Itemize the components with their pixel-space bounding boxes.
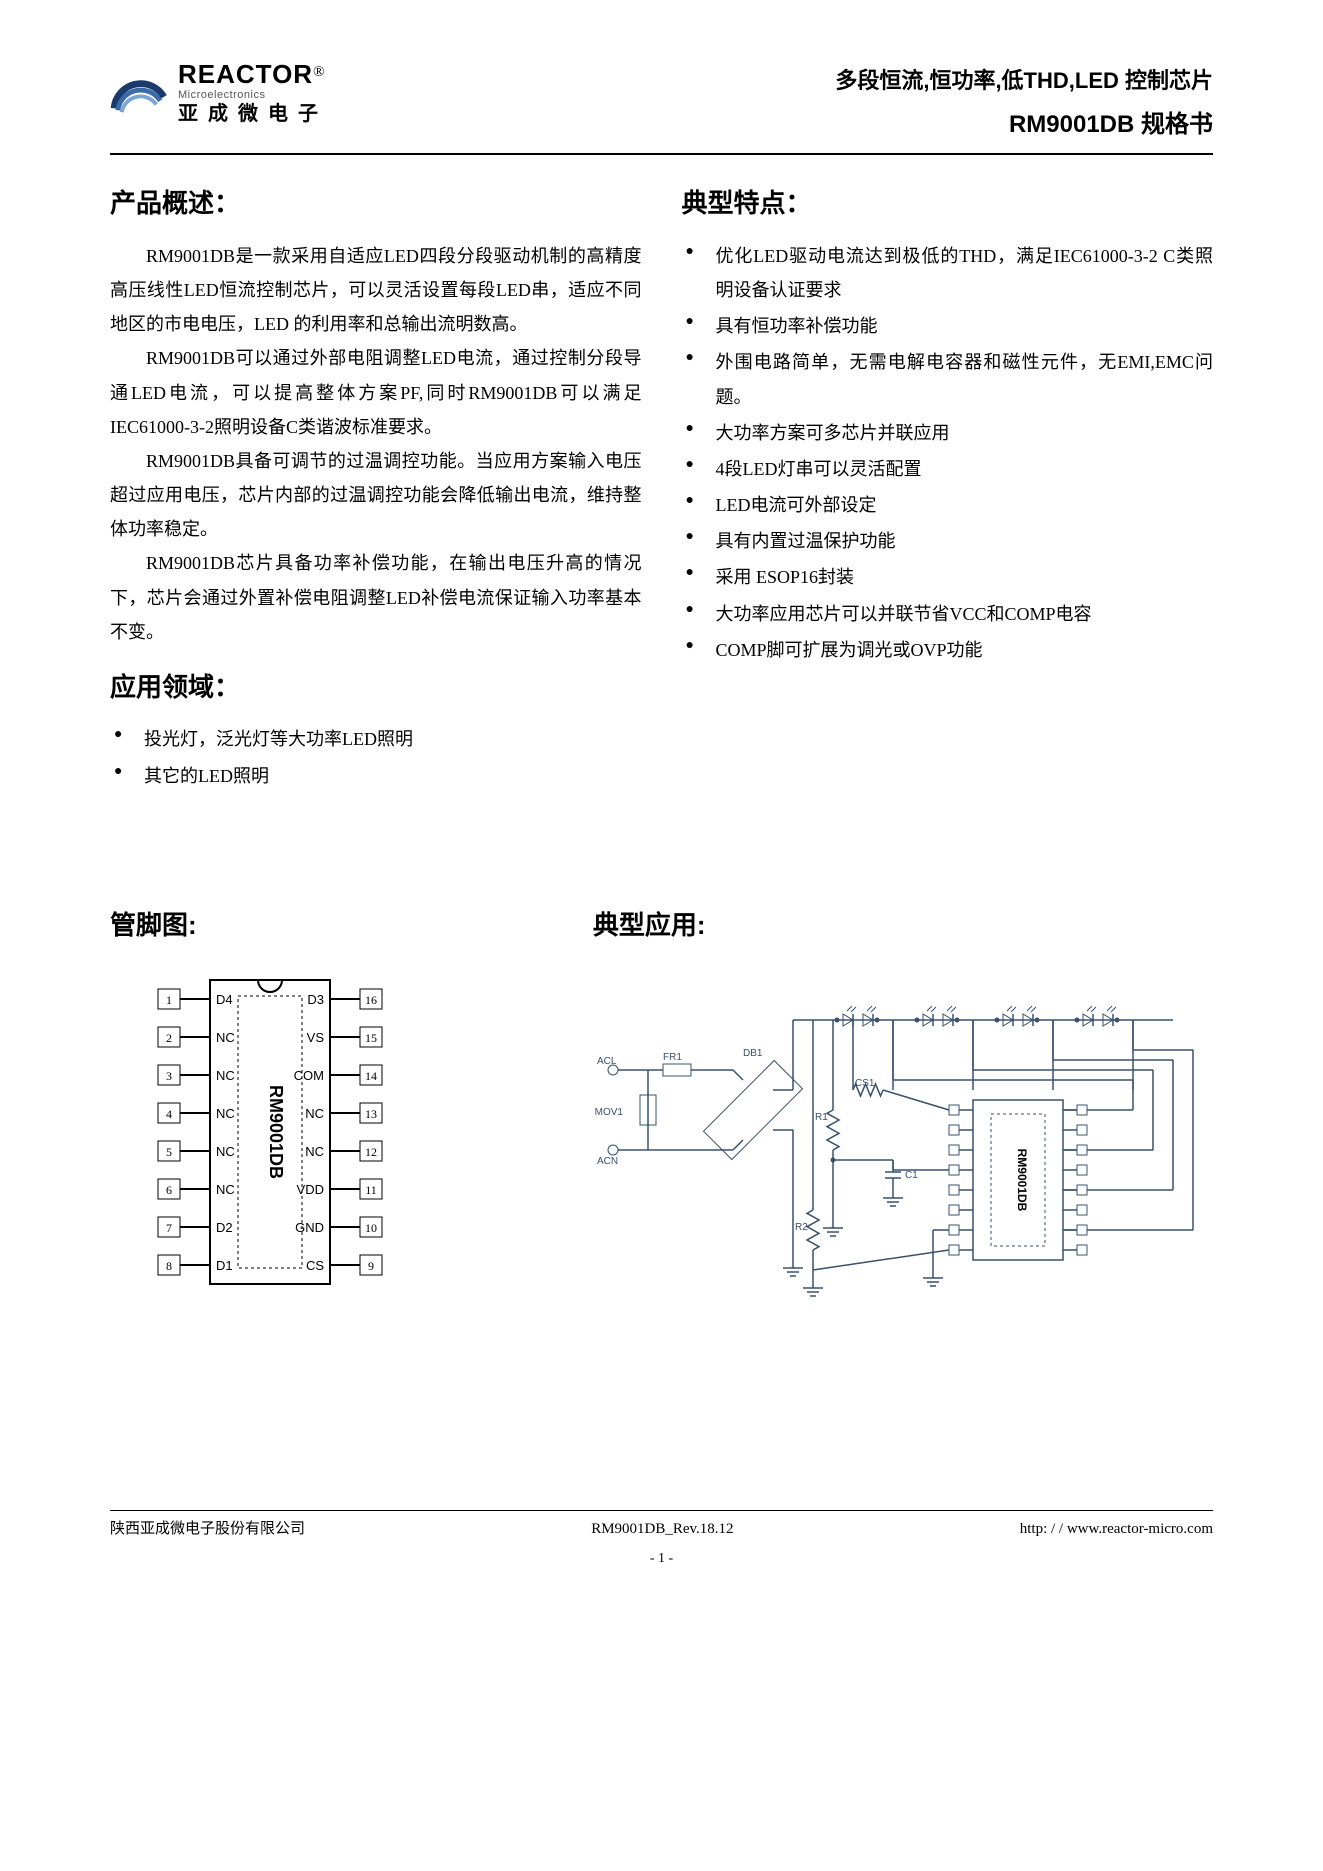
svg-text:12: 12 <box>365 1145 377 1159</box>
svg-text:16: 16 <box>365 993 377 1007</box>
brand-english: REACTOR <box>178 59 313 89</box>
svg-text:9: 9 <box>368 1259 374 1273</box>
brand-subtitle: Microelectronics <box>178 89 328 101</box>
svg-text:NC: NC <box>305 1144 324 1159</box>
svg-text:D4: D4 <box>216 992 233 1007</box>
left-column: 产品概述： RM9001DB是一款采用自适应LED四段分段驱动机制的高精度高压线… <box>110 173 642 794</box>
svg-text:ACN: ACN <box>597 1156 618 1167</box>
svg-text:D2: D2 <box>216 1220 233 1235</box>
svg-text:COM: COM <box>294 1068 324 1083</box>
applications-heading: 应用领域： <box>110 663 642 712</box>
svg-text:15: 15 <box>365 1031 377 1045</box>
typical-application-diagram: ACLACNFR1MOV1DB1RM9001DBCS1R1C1R2 <box>593 960 1213 1320</box>
page-header: REACTOR® Microelectronics 亚成微电子 多段恒流,恒功率… <box>110 60 1213 155</box>
svg-text:FR1: FR1 <box>663 1052 682 1063</box>
svg-text:RM9001DB: RM9001DB <box>266 1085 286 1179</box>
list-item: 投光灯，泛光灯等大功率LED照明 <box>110 722 642 756</box>
svg-text:14: 14 <box>365 1069 377 1083</box>
svg-text:NC: NC <box>216 1182 235 1197</box>
list-item: 具有恒功率补偿功能 <box>682 309 1214 343</box>
typical-app-col: 典型应用: ACLACNFR1MOV1DB1RM9001DBCS1R1C1R2 <box>593 895 1213 1320</box>
list-item: COMP脚可扩展为调光或OVP功能 <box>682 633 1214 667</box>
svg-text:4: 4 <box>166 1107 172 1121</box>
page-footer: 陕西亚成微电子股份有限公司 RM9001DB_Rev.18.12 http: /… <box>110 1510 1213 1544</box>
svg-text:NC: NC <box>216 1106 235 1121</box>
overview-para: RM9001DB具备可调节的过温调控功能。当应用方案输入电压超过应用电压，芯片内… <box>110 444 642 547</box>
right-column: 典型特点： 优化LED驱动电流达到极低的THD，满足IEC61000-3-2 C… <box>682 173 1214 794</box>
svg-text:D3: D3 <box>307 992 324 1007</box>
svg-text:VDD: VDD <box>297 1182 324 1197</box>
title-line-1: 多段恒流,恒功率,低THD,LED 控制芯片 <box>835 60 1213 102</box>
svg-text:5: 5 <box>166 1145 172 1159</box>
list-item: 优化LED驱动电流达到极低的THD，满足IEC61000-3-2 C类照明设备认… <box>682 239 1214 307</box>
svg-text:2: 2 <box>166 1031 172 1045</box>
svg-text:RM9001DB: RM9001DB <box>1015 1149 1029 1212</box>
svg-text:3: 3 <box>166 1069 172 1083</box>
list-item: LED电流可外部设定 <box>682 488 1214 522</box>
brand-chinese: 亚成微电子 <box>178 103 328 125</box>
typical-app-heading: 典型应用: <box>593 901 1213 950</box>
page-number: - 1 - <box>110 1546 1213 1573</box>
svg-text:NC: NC <box>216 1068 235 1083</box>
overview-heading: 产品概述： <box>110 179 642 228</box>
footer-revision: RM9001DB_Rev.18.12 <box>305 1515 1020 1544</box>
svg-text:NC: NC <box>305 1106 324 1121</box>
svg-text:8: 8 <box>166 1259 172 1273</box>
pin-diagram-heading: 管脚图: <box>110 901 553 950</box>
logo-block: REACTOR® Microelectronics 亚成微电子 <box>110 60 328 125</box>
svg-text:MOV1: MOV1 <box>595 1107 624 1118</box>
svg-text:VS: VS <box>307 1030 325 1045</box>
list-item: 大功率应用芯片可以并联节省VCC和COMP电容 <box>682 597 1214 631</box>
svg-text:NC: NC <box>216 1144 235 1159</box>
pin-diagram-col: 管脚图: RM9001DB 1 D4 16 D3 2 NC 15 VS 3 NC 14 COM 4 NC 13… <box>110 895 553 1320</box>
features-list: 优化LED驱动电流达到极低的THD，满足IEC61000-3-2 C类照明设备认… <box>682 239 1214 667</box>
svg-text:1: 1 <box>166 993 172 1007</box>
svg-text:13: 13 <box>365 1107 377 1121</box>
footer-company: 陕西亚成微电子股份有限公司 <box>110 1515 305 1544</box>
svg-text:ACL: ACL <box>597 1056 617 1067</box>
title-block: 多段恒流,恒功率,低THD,LED 控制芯片 RM9001DB 规格书 <box>835 60 1213 147</box>
svg-text:10: 10 <box>365 1221 377 1235</box>
brand-registered: ® <box>313 64 324 80</box>
overview-para: RM9001DB是一款采用自适应LED四段分段驱动机制的高精度高压线性LED恒流… <box>110 239 642 342</box>
svg-text:NC: NC <box>216 1030 235 1045</box>
diagrams-row: 管脚图: RM9001DB 1 D4 16 D3 2 NC 15 VS 3 NC 14 COM 4 NC 13… <box>110 895 1213 1320</box>
features-heading: 典型特点： <box>682 179 1214 228</box>
title-line-2: RM9001DB 规格书 <box>835 102 1213 148</box>
list-item: 外围电路简单，无需电解电容器和磁性元件，无EMI,EMC问题。 <box>682 345 1214 413</box>
list-item: 大功率方案可多芯片并联应用 <box>682 416 1214 450</box>
svg-text:C1: C1 <box>905 1170 918 1181</box>
svg-text:7: 7 <box>166 1221 172 1235</box>
svg-text:R2: R2 <box>795 1222 808 1233</box>
svg-text:D1: D1 <box>216 1258 233 1273</box>
footer-url: http: / / www.reactor-micro.com <box>1020 1515 1213 1544</box>
list-item: 具有内置过温保护功能 <box>682 524 1214 558</box>
svg-text:CS1: CS1 <box>855 1078 875 1089</box>
overview-para: RM9001DB芯片具备功率补偿功能，在输出电压升高的情况下，芯片会通过外置补偿… <box>110 546 642 649</box>
svg-text:11: 11 <box>365 1183 377 1197</box>
body-columns: 产品概述： RM9001DB是一款采用自适应LED四段分段驱动机制的高精度高压线… <box>110 173 1213 794</box>
list-item: 其它的LED照明 <box>110 759 642 793</box>
pin-diagram: RM9001DB 1 D4 16 D3 2 NC 15 VS 3 NC 14 COM 4 NC 13 NC 5 NC… <box>110 960 430 1320</box>
applications-list: 投光灯，泛光灯等大功率LED照明 其它的LED照明 <box>110 722 642 792</box>
list-item: 采用 ESOP16封装 <box>682 560 1214 594</box>
logo-icon <box>110 68 168 116</box>
svg-text:CS: CS <box>306 1258 324 1273</box>
overview-para: RM9001DB可以通过外部电阻调整LED电流，通过控制分段导通LED电流，可以… <box>110 341 642 444</box>
svg-text:GND: GND <box>295 1220 324 1235</box>
svg-text:6: 6 <box>166 1183 172 1197</box>
list-item: 4段LED灯串可以灵活配置 <box>682 452 1214 486</box>
svg-text:DB1: DB1 <box>743 1048 763 1059</box>
